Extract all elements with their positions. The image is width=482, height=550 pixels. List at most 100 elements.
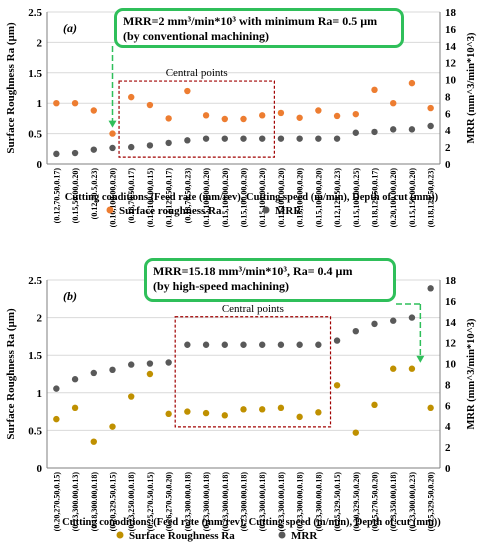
x-axis-title: Cutting conditions (Feed rate (mm/rev), … (65, 192, 439, 203)
y-tick-label-left: 1 (37, 388, 43, 400)
x-tick-label: (0.12,70.50,0.17) (52, 168, 61, 224)
mrr-point (109, 144, 116, 152)
y-tick-label-right: 2 (445, 142, 451, 154)
x-tick-label: (0.15,100.00,0.20) (258, 168, 267, 228)
x-tick-label: (0.18,129.50,0.23) (427, 168, 436, 228)
ra-point (427, 404, 434, 412)
mrr-point (259, 341, 266, 348)
x-tick-label: (0.23,300.00,0.13) (71, 472, 80, 532)
x-tick-label: (0.12,129.50,0.23) (333, 168, 342, 228)
ra-point (202, 112, 210, 119)
ra-point (352, 429, 359, 436)
central-points-box (118, 80, 275, 158)
ra-point (333, 112, 341, 120)
ra-point (240, 115, 247, 123)
x-tick-label: (0.20,270.50,0.15) (52, 472, 61, 532)
mrr-point (165, 139, 172, 147)
x-tick-label: (0.23,350.00,0.18) (389, 472, 398, 532)
x-tick-label: (0.23,300.00,0.18) (258, 472, 267, 532)
mrr-point (109, 366, 116, 374)
panel-label: (a) (63, 21, 77, 35)
x-tick-label: (0.25,270.50,0.15) (146, 472, 155, 532)
x-tick-label: (0.23,250.00,0.18) (127, 472, 136, 532)
x-tick-label: (0.15,100.00,0.25) (352, 168, 361, 228)
mrr-point (427, 285, 434, 292)
ra-point (109, 130, 116, 137)
callout-arrow-head (416, 355, 425, 363)
y-tick-label-left: 0 (37, 463, 43, 475)
legend-label-mrr: MRR (275, 205, 302, 217)
ra-point (71, 404, 79, 412)
ra-point (221, 115, 228, 123)
ra-point (259, 112, 266, 119)
mrr-point (352, 327, 359, 335)
x-tick-label: (0.20,329.50,0.15) (109, 472, 118, 532)
mrr-point (53, 385, 60, 392)
mrr-point (165, 359, 172, 366)
mrr-point (315, 135, 322, 142)
x-tick-label: (0.25,329.50,0.20) (427, 472, 436, 532)
x-tick-label: (0.15,150.00,0.20) (408, 168, 417, 228)
callout-a-line1: MRR=2 mm³/min*10³ with minimum Ra= 0.5 µ… (123, 14, 378, 28)
x-tick-label: (0.10,100.00,0.20) (109, 168, 118, 228)
mrr-point (277, 135, 285, 142)
x-tick-label: (0.15,100.00,0.20) (314, 168, 323, 228)
mrr-point (202, 135, 210, 142)
legend-label-ra: Surface Roughness Ra (129, 530, 235, 542)
ra-point (184, 408, 191, 415)
mrr-point (202, 341, 210, 348)
y-tick-label-right: 16 (445, 24, 457, 36)
ra-point (109, 423, 116, 430)
ra-point (315, 107, 322, 114)
ra-point (333, 382, 341, 389)
callout-a: MRR=2 mm³/min*10³ with minimum Ra= 0.5 µ… (114, 8, 404, 48)
x-tick-label: (0.15,100.00,0.20) (221, 168, 230, 228)
mrr-point (408, 314, 416, 321)
mrr-point (371, 320, 378, 328)
y-axis-title-left: Surface Roughness Ra (µm) (5, 22, 17, 154)
y-axis-title-right: MRR (mm^3/min*10^3) (466, 318, 477, 430)
mrr-point (296, 135, 303, 142)
ra-point (221, 412, 228, 419)
y-tick-label-right: 16 (445, 296, 457, 308)
callout-b-line1: MRR=15.18 mm³/min*10³, Ra= 0.4 µm (153, 264, 353, 278)
mrr-point (315, 341, 322, 348)
x-tick-label: (0.26,270.50,0.20) (165, 472, 174, 532)
x-tick-label: (0.18,129.50,0.17) (371, 168, 380, 228)
mrr-point (221, 135, 228, 142)
x-axis-title: Cutting conoditions (Feed rate (mm/rev),… (62, 517, 441, 528)
y-tick-label-right: 8 (445, 379, 451, 391)
ra-point (146, 101, 154, 109)
y-tick-label-right: 8 (445, 91, 451, 103)
ra-point (90, 107, 97, 114)
y-tick-label-left: 2 (37, 37, 43, 49)
mrr-point (71, 376, 79, 383)
mrr-point (371, 128, 378, 136)
ra-point (259, 406, 266, 413)
ra-point (240, 406, 247, 413)
x-tick-label: (0.20,100.00,0.20) (389, 168, 398, 228)
y-axis-title-left: Surface Roughness Ra (µm) (5, 308, 17, 440)
ra-point (202, 409, 210, 417)
y-tick-label-left: 2.5 (28, 7, 42, 19)
y-tick-label-right: 14 (445, 317, 457, 329)
mrr-point (240, 135, 247, 142)
ra-point (277, 109, 285, 117)
y-tick-label-right: 0 (445, 463, 451, 475)
panel-a: 0 0.5 1 1.5 2 2.5 0 2 4 6 8 10 12 14 16 18 Surface Rough… (5, 7, 477, 227)
mrr-point (146, 142, 154, 149)
mrr-point (333, 337, 341, 344)
mrr-point (184, 137, 191, 144)
ra-point (184, 87, 191, 95)
mrr-point (128, 361, 135, 368)
x-tick-label: (0.23,300.00,0.18) (277, 472, 286, 532)
legend-marker-mrr (262, 206, 270, 214)
y-axis-title-right: MRR (mm^3/min*10^3) (466, 32, 477, 144)
y-tick-label-right: 18 (445, 275, 457, 287)
ra-point (408, 365, 416, 372)
y-tick-label-right: 4 (445, 421, 451, 433)
mrr-point (128, 143, 135, 151)
mrr-point (184, 341, 191, 348)
mrr-point (296, 341, 303, 348)
mrr-point (427, 122, 434, 130)
